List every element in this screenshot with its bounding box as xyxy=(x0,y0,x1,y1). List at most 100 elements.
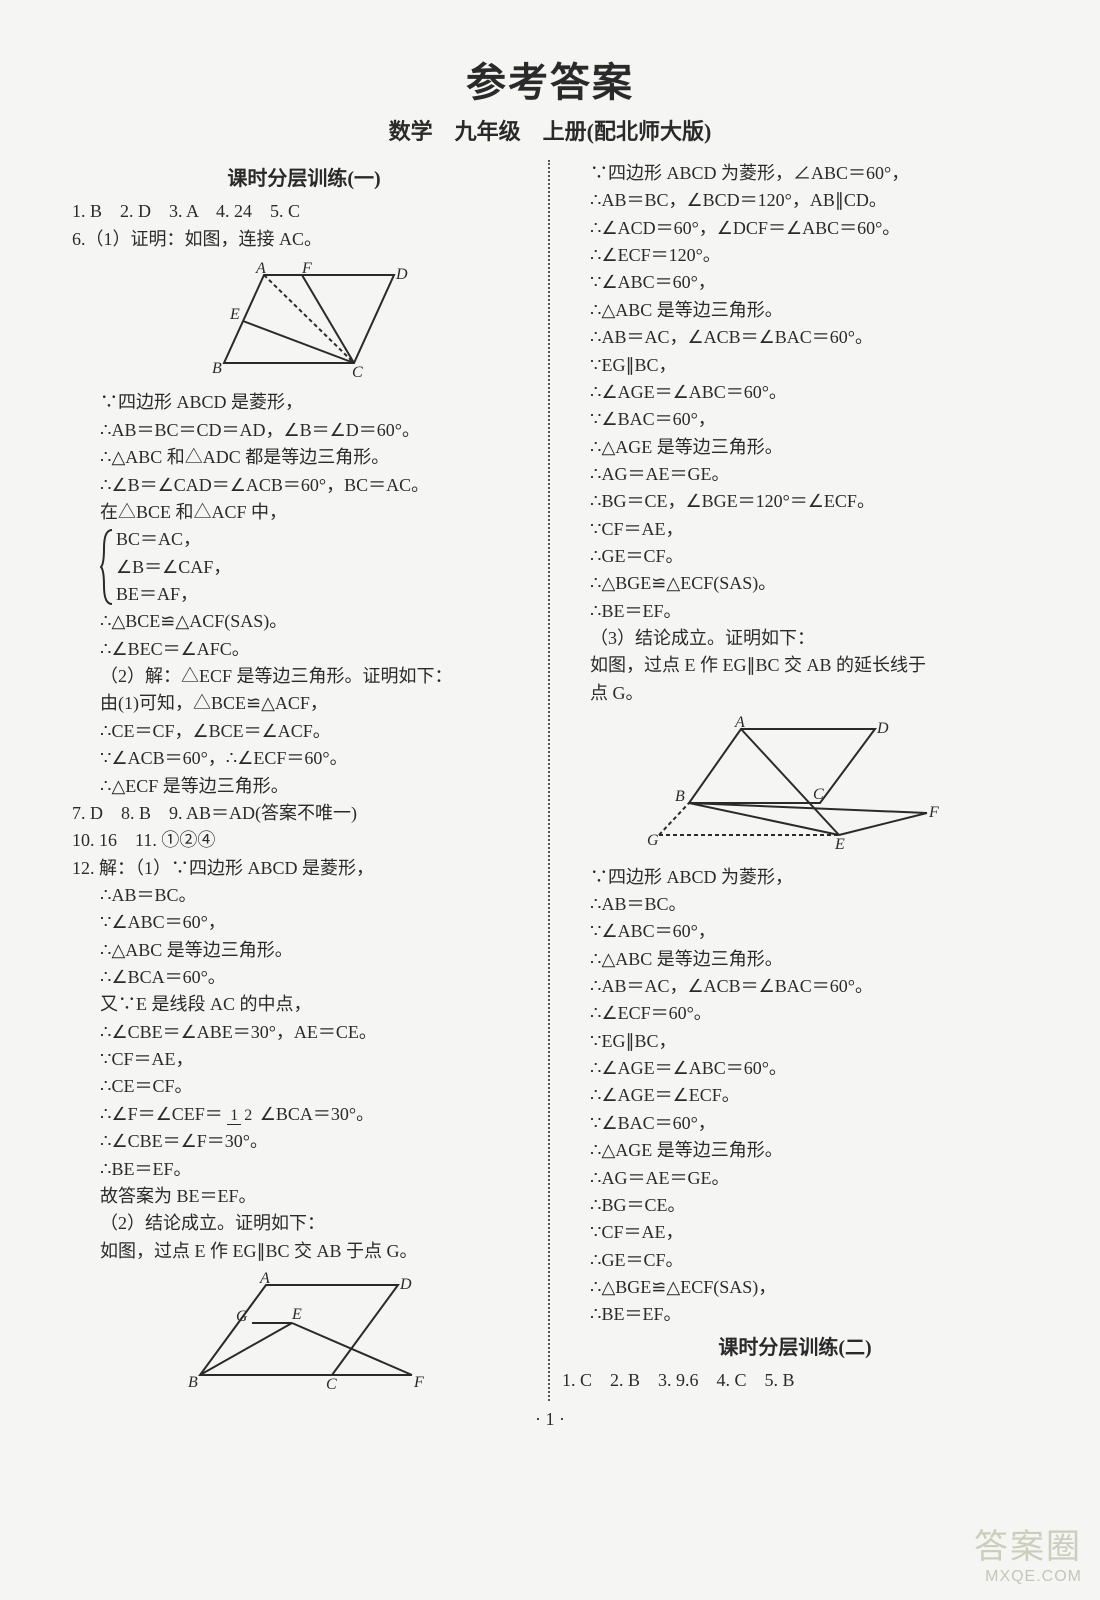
s11: ∴△AGE 是等边三角形。 xyxy=(562,1137,1028,1164)
r20: 点 G。 xyxy=(562,680,1028,707)
page-subtitle: 数学 九年级 上册(配北师大版) xyxy=(60,114,1040,146)
l-q9b: ∠BCA＝30°。 xyxy=(260,1104,374,1124)
figure-2-svg: A D G E B C F xyxy=(174,1271,434,1391)
section-heading-2: 课时分层训练(二) xyxy=(562,1333,1028,1363)
l-p9: （2）解：△ECF 是等边三角形。证明如下： xyxy=(72,663,536,690)
page-title: 参考答案 xyxy=(60,50,1040,108)
fig3-B: B xyxy=(675,788,685,805)
l-q3: ∴△ABC 是等边三角形。 xyxy=(72,937,536,964)
l-p5: 在△BCE 和△ACF 中， xyxy=(72,499,536,526)
answers-row-2-1: 1. C 2. B 3. 9.6 4. C 5. B xyxy=(562,1367,1028,1394)
section-heading-1: 课时分层训练(一) xyxy=(72,164,536,194)
q12-intro: 12. 解：（1）∵四边形 ABCD 是菱形， xyxy=(72,855,536,882)
figure-1-svg: A F D E B C xyxy=(194,259,414,379)
l-p6c: BE＝AF， xyxy=(116,581,231,608)
r2: ∴AB＝BC，∠BCD＝120°，AB∥CD。 xyxy=(562,187,1028,214)
l-p12: ∵∠ACB＝60°，∴∠ECF＝60°。 xyxy=(72,745,536,772)
s12: ∴AG＝AE＝GE。 xyxy=(562,1165,1028,1192)
figure-3: A D B C F G E xyxy=(562,713,1028,861)
r8: ∵EG∥BC， xyxy=(562,352,1028,379)
page-root: 参考答案 数学 九年级 上册(配北师大版) 课时分层训练(一) 1. B 2. … xyxy=(0,0,1100,1460)
fig3-C: C xyxy=(813,786,824,803)
l-q4: ∴∠BCA＝60°。 xyxy=(72,964,536,991)
fig1-D: D xyxy=(395,266,408,283)
l-q12: 故答案为 BE＝EF。 xyxy=(72,1183,536,1210)
page-number: · 1 · xyxy=(60,1409,1040,1430)
s6: ∴∠ECF＝60°。 xyxy=(562,1000,1028,1027)
r12: ∴AG＝AE＝GE。 xyxy=(562,461,1028,488)
s5: ∴AB＝AC，∠ACB＝∠BAC＝60°。 xyxy=(562,973,1028,1000)
l-q7: ∵CF＝AE， xyxy=(72,1046,536,1073)
r19: 如图，过点 E 作 EG∥BC 交 AB 的延长线于 xyxy=(562,652,1028,679)
r11: ∴△AGE 是等边三角形。 xyxy=(562,434,1028,461)
s4: ∴△ABC 是等边三角形。 xyxy=(562,946,1028,973)
l-p10: 由(1)可知，△BCE≌△ACF， xyxy=(72,690,536,717)
fig2-B: B xyxy=(188,1374,198,1391)
l-p6b: ∠B＝∠CAF， xyxy=(116,554,231,581)
s9: ∴∠AGE＝∠ECF。 xyxy=(562,1082,1028,1109)
watermark: 答案圈 MXQE.COM xyxy=(974,1519,1082,1586)
fig1-F: F xyxy=(301,260,312,277)
fig2-A: A xyxy=(259,1271,270,1287)
answers-row-7: 7. D 8. B 9. AB＝AD(答案不唯一) xyxy=(72,800,536,827)
r7: ∴AB＝AC，∠ACB＝∠BAC＝60°。 xyxy=(562,324,1028,351)
r14: ∵CF＝AE， xyxy=(562,516,1028,543)
l-q1: ∴AB＝BC。 xyxy=(72,882,536,909)
s2: ∴AB＝BC。 xyxy=(562,891,1028,918)
r3: ∴∠ACD＝60°，∠DCF＝∠ABC＝60°。 xyxy=(562,215,1028,242)
q6-intro: 6.（1）证明：如图，连接 AC。 xyxy=(72,226,536,253)
s16: ∴△BGE≌△ECF(SAS)， xyxy=(562,1274,1028,1301)
fig3-G: G xyxy=(647,832,659,849)
left-column: 课时分层训练(一) 1. B 2. D 3. A 4. 24 5. C 6.（1… xyxy=(60,160,550,1401)
fig1-C: C xyxy=(352,364,363,379)
r13: ∴BG＝CE，∠BGE＝120°＝∠ECF。 xyxy=(562,488,1028,515)
fig1-A: A xyxy=(255,260,266,277)
l-q6: ∴∠CBE＝∠ABE＝30°，AE＝CE。 xyxy=(72,1019,536,1046)
fig2-F: F xyxy=(413,1374,424,1391)
l-q5: 又∵E 是线段 AC 的中点， xyxy=(72,991,536,1018)
s13: ∴BG＝CE。 xyxy=(562,1192,1028,1219)
watermark-bottom: MXQE.COM xyxy=(974,1568,1082,1586)
l-p6a: BC＝AC， xyxy=(116,526,231,553)
r4: ∴∠ECF＝120°。 xyxy=(562,242,1028,269)
brace-icon xyxy=(100,528,116,606)
s8: ∴∠AGE＝∠ABC＝60°。 xyxy=(562,1055,1028,1082)
r18: （3）结论成立。证明如下： xyxy=(562,625,1028,652)
watermark-top: 答案圈 xyxy=(974,1519,1082,1568)
l-p11: ∴CE＝CF，∠BCE＝∠ACF。 xyxy=(72,718,536,745)
r5: ∵∠ABC＝60°， xyxy=(562,269,1028,296)
s14: ∵CF＝AE， xyxy=(562,1219,1028,1246)
fig1-E: E xyxy=(229,306,240,323)
right-column: ∵四边形 ABCD 为菱形，∠ABC＝60°， ∴AB＝BC，∠BCD＝120°… xyxy=(550,160,1040,1401)
fig3-E: E xyxy=(834,836,845,853)
l-q13: （2）结论成立。证明如下： xyxy=(72,1210,536,1237)
l-p8: ∴∠BEC＝∠AFC。 xyxy=(72,636,536,663)
l-q11: ∴BE＝EF。 xyxy=(72,1156,536,1183)
s3: ∵∠ABC＝60°， xyxy=(562,918,1028,945)
figure-2: A D G E B C F xyxy=(72,1271,536,1399)
s7: ∵EG∥BC， xyxy=(562,1028,1028,1055)
fig1-B: B xyxy=(212,360,222,377)
l-p1: ∵四边形 ABCD 是菱形， xyxy=(72,389,536,416)
r6: ∴△ABC 是等边三角形。 xyxy=(562,297,1028,324)
l-p7: ∴△BCE≌△ACF(SAS)。 xyxy=(72,608,536,635)
l-p3: ∴△ABC 和△ADC 都是等边三角形。 xyxy=(72,444,536,471)
fig3-A: A xyxy=(734,714,745,731)
l-q9a: ∴∠F＝∠CEF＝ xyxy=(100,1104,223,1124)
r9: ∴∠AGE＝∠ABC＝60°。 xyxy=(562,379,1028,406)
l-q10: ∴∠CBE＝∠F＝30°。 xyxy=(72,1128,536,1155)
s1: ∵四边形 ABCD 为菱形， xyxy=(562,864,1028,891)
fig2-C: C xyxy=(326,1376,337,1391)
l-p2: ∴AB＝BC＝CD＝AD，∠B＝∠D＝60°。 xyxy=(72,417,536,444)
fig3-F: F xyxy=(928,804,939,821)
r16: ∴△BGE≌△ECF(SAS)。 xyxy=(562,570,1028,597)
brace-block: BC＝AC， ∠B＝∠CAF， BE＝AF， xyxy=(72,526,536,608)
l-q8: ∴CE＝CF。 xyxy=(72,1073,536,1100)
l-p4: ∴∠B＝∠CAD＝∠ACB＝60°，BC＝AC。 xyxy=(72,472,536,499)
r1: ∵四边形 ABCD 为菱形，∠ABC＝60°， xyxy=(562,160,1028,187)
l-p13: ∴△ECF 是等边三角形。 xyxy=(72,773,536,800)
fig3-D: D xyxy=(876,720,889,737)
figure-3-svg: A D B C F G E xyxy=(645,713,945,853)
l-q2: ∵∠ABC＝60°， xyxy=(72,909,536,936)
fig2-D: D xyxy=(399,1276,412,1293)
